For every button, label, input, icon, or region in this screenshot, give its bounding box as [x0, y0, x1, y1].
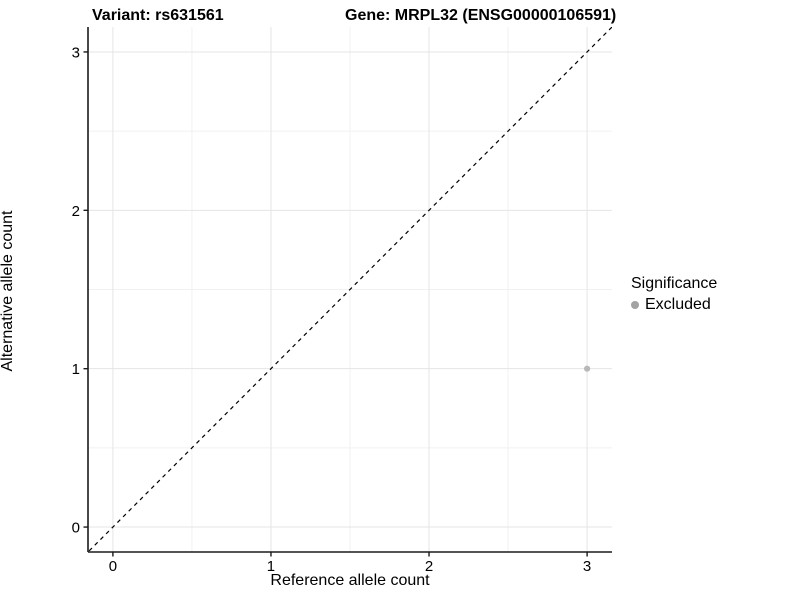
- svg-text:2: 2: [425, 558, 433, 575]
- svg-text:0: 0: [72, 520, 80, 537]
- legend-item-label: Excluded: [645, 296, 711, 313]
- legend-point-icon: [631, 301, 639, 309]
- svg-text:1: 1: [267, 558, 275, 575]
- svg-text:3: 3: [72, 44, 80, 61]
- svg-text:0: 0: [109, 558, 117, 575]
- legend-item-excluded: Excluded: [631, 296, 717, 314]
- svg-text:2: 2: [72, 203, 80, 220]
- svg-text:3: 3: [583, 558, 591, 575]
- x-axis-title: Reference allele count: [270, 572, 430, 589]
- variant-title: Variant: rs631561: [92, 7, 224, 24]
- gene-title: Gene: MRPL32 (ENSG00000106591): [345, 7, 617, 24]
- legend-title: Significance: [631, 275, 718, 292]
- svg-text:1: 1: [72, 361, 80, 378]
- legend: Significance Excluded: [631, 275, 717, 314]
- y-axis-title: Alternative allele count: [0, 210, 16, 372]
